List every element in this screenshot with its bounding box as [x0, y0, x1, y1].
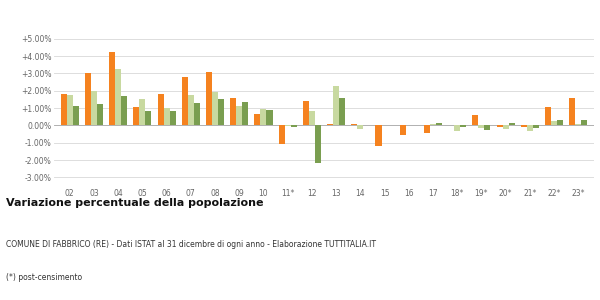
Bar: [164, 108, 170, 125]
Bar: [333, 86, 339, 125]
Bar: [115, 69, 121, 125]
Bar: [260, 109, 266, 125]
Bar: [327, 124, 333, 125]
Bar: [133, 107, 139, 125]
Bar: [454, 125, 460, 131]
Bar: [73, 106, 79, 125]
Bar: [484, 125, 490, 130]
Bar: [278, 125, 284, 143]
Bar: [230, 98, 236, 125]
Bar: [182, 77, 188, 125]
Bar: [97, 104, 103, 125]
Bar: [145, 111, 151, 125]
Bar: [478, 125, 484, 128]
Bar: [351, 124, 357, 125]
Bar: [67, 95, 73, 125]
Bar: [315, 125, 321, 164]
Bar: [91, 91, 97, 125]
Bar: [551, 121, 557, 125]
Bar: [236, 106, 242, 125]
Bar: [509, 123, 515, 125]
Bar: [85, 73, 91, 125]
Bar: [170, 111, 176, 125]
Text: Variazione percentuale della popolazione: Variazione percentuale della popolazione: [6, 198, 263, 208]
Bar: [497, 125, 503, 127]
Bar: [357, 125, 364, 129]
Bar: [521, 125, 527, 127]
Bar: [242, 102, 248, 125]
Bar: [158, 94, 164, 125]
Bar: [503, 125, 509, 129]
Bar: [545, 107, 551, 125]
Bar: [212, 92, 218, 125]
Bar: [266, 110, 272, 125]
Bar: [430, 124, 436, 125]
Bar: [527, 125, 533, 130]
Bar: [194, 103, 200, 125]
Bar: [121, 96, 127, 125]
Bar: [581, 120, 587, 125]
Bar: [206, 73, 212, 125]
Bar: [109, 52, 115, 125]
Bar: [254, 114, 260, 125]
Bar: [309, 111, 315, 125]
Bar: [284, 125, 291, 126]
Bar: [400, 125, 406, 135]
Text: COMUNE DI FABBRICO (RE) - Dati ISTAT al 31 dicembre di ogni anno - Elaborazione : COMUNE DI FABBRICO (RE) - Dati ISTAT al …: [6, 240, 376, 249]
Bar: [139, 99, 145, 125]
Bar: [376, 125, 382, 146]
Bar: [569, 98, 575, 125]
Bar: [533, 125, 539, 128]
Bar: [575, 124, 581, 125]
Bar: [291, 125, 297, 127]
Bar: [436, 123, 442, 125]
Bar: [424, 125, 430, 133]
Bar: [303, 101, 309, 125]
Bar: [472, 115, 478, 125]
Bar: [460, 125, 466, 127]
Text: (*) post-censimento: (*) post-censimento: [6, 273, 82, 282]
Bar: [218, 99, 224, 125]
Bar: [188, 95, 194, 125]
Bar: [557, 120, 563, 125]
Bar: [61, 94, 67, 125]
Bar: [339, 98, 345, 125]
